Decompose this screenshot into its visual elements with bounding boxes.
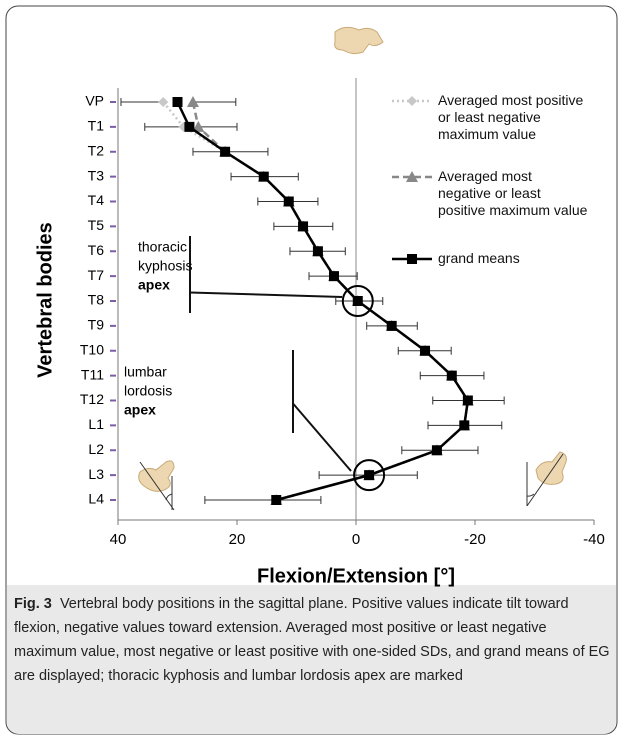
x-tick-label: -20	[464, 531, 486, 548]
square-marker	[172, 97, 183, 107]
triangle-marker	[186, 96, 199, 107]
y-tick-label: T4	[88, 192, 105, 208]
square-marker	[459, 420, 470, 431]
square-marker	[420, 345, 431, 356]
y-tick-label: T8	[88, 292, 105, 308]
triangle-marker	[406, 171, 418, 182]
y-tick-label: T11	[81, 366, 104, 382]
square-marker	[386, 320, 397, 331]
apex-circle	[341, 285, 374, 317]
angle-icons	[139, 453, 564, 511]
y-tick-label: T2	[88, 142, 105, 158]
legend-label: Averaged most positive or least negative…	[438, 92, 584, 142]
y-tick-label: T5	[88, 217, 105, 233]
annotation: thoracic	[138, 239, 187, 255]
caption-background	[7, 585, 616, 734]
square-marker	[258, 171, 269, 182]
y-tick-label: L4	[88, 491, 104, 507]
square-marker	[283, 196, 294, 207]
annotation-bold: apex	[138, 277, 170, 293]
square-marker	[431, 445, 442, 456]
legend-label: grand means	[438, 250, 520, 266]
square-marker	[312, 246, 323, 257]
annotation: lordosis	[124, 383, 172, 399]
square-marker	[407, 254, 417, 264]
square-marker	[298, 221, 309, 232]
square-marker	[184, 121, 195, 132]
caption-text: Vertebral body positions in the sagittal…	[14, 596, 610, 684]
caption-box: Fig. 3 Vertebral body positions in the s…	[14, 592, 610, 688]
x-tick-label: 20	[229, 531, 246, 548]
x-tick-label: -40	[583, 531, 605, 548]
x-tick-label: 40	[110, 531, 127, 548]
y-tick-label: T9	[88, 317, 105, 333]
y-tick-label: VP	[85, 93, 104, 109]
caption: Fig. 3 Vertebral body positions in the s…	[14, 592, 610, 688]
annotation-pointer	[292, 402, 352, 472]
legend-entry: grand means	[438, 250, 520, 266]
caption-label: Fig. 3	[14, 596, 52, 612]
y-tick-label: T12	[80, 391, 104, 407]
legend-entry: Averaged most negative or least positive…	[438, 168, 588, 218]
y-tick-label: L3	[88, 466, 104, 482]
annotation: kyphosis	[138, 258, 192, 274]
annotation-pointer	[189, 291, 343, 298]
annotation-bold: apex	[124, 402, 156, 418]
square-marker	[462, 395, 473, 406]
y-tick-label: T1	[88, 118, 105, 134]
diamond-marker	[407, 96, 417, 106]
legend-label: Averaged most negative or least positive…	[438, 168, 588, 218]
x-tick-label: 0	[352, 531, 360, 548]
y-tick-label: T10	[80, 341, 104, 357]
y-tick-label: T6	[88, 242, 105, 258]
diamond-marker	[158, 97, 169, 107]
triangle-marker	[192, 120, 205, 132]
legend-entry: Averaged most positive or least negative…	[438, 92, 584, 142]
annotation: lumbar	[124, 364, 167, 380]
x-axis-label: Flexion/Extension [°]	[257, 565, 455, 587]
series	[172, 97, 473, 505]
square-marker	[446, 370, 457, 381]
square-marker	[271, 495, 282, 505]
apex-circle	[353, 459, 386, 492]
y-tick-label: L2	[88, 441, 104, 457]
y-tick-label: L1	[88, 416, 104, 432]
square-marker	[352, 296, 363, 306]
square-marker	[328, 271, 339, 282]
square-marker	[364, 470, 375, 481]
square-marker	[220, 146, 231, 157]
y-tick-label: T7	[88, 267, 105, 283]
y-axis-label: Vertebral bodies	[34, 222, 56, 378]
y-tick-label: T3	[88, 167, 105, 183]
